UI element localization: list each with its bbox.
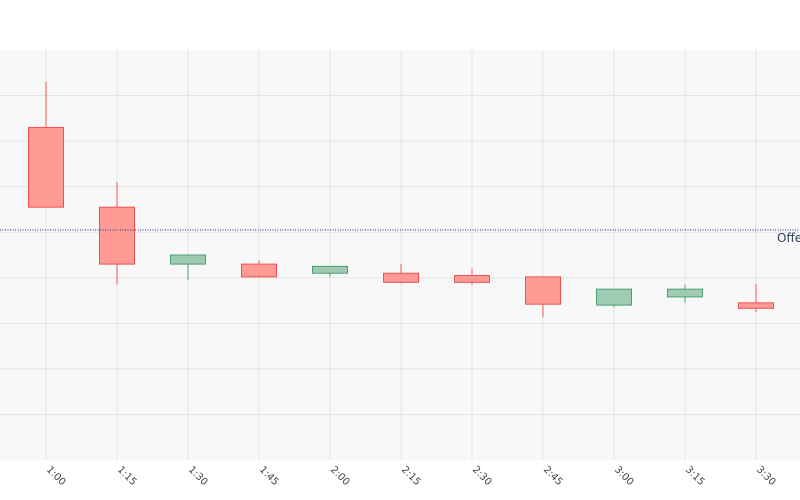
x-axis-ticks: 1:00 1:15 1:30 1:45 2:00 2:15 2:30 2:45 3:00 3:15…: [44, 464, 778, 488]
candles: [28, 81, 774, 318]
candle-2:45: [525, 276, 561, 318]
candle-1:45: [241, 260, 277, 278]
x-tick-label: 1:00: [44, 464, 68, 488]
candle-2:30: [454, 268, 490, 285]
candle-1:15: [99, 182, 135, 285]
x-tick-label: 3:00: [612, 464, 636, 488]
reference-line-label: Offe: [777, 231, 800, 245]
candle-body: [525, 276, 561, 305]
candle-1:30: [170, 254, 206, 281]
x-tick-label: 2:45: [541, 464, 565, 488]
candle-body: [28, 126, 64, 208]
candle-body: [738, 302, 774, 309]
candle-3:15: [667, 284, 703, 303]
candle-2:00: [312, 265, 348, 277]
candle-body: [170, 254, 206, 265]
x-tick-label: 3:30: [754, 464, 778, 488]
x-tick-label: 1:45: [257, 464, 281, 488]
x-tick-label: 2:15: [399, 464, 423, 488]
candle-body: [667, 288, 703, 298]
x-tick-label: 2:00: [328, 464, 352, 488]
candle-body: [312, 265, 348, 274]
x-tick-label: 2:30: [470, 464, 494, 488]
x-tick-label: 3:15: [683, 464, 707, 488]
x-tick-label: 1:15: [115, 464, 139, 488]
candle-body: [99, 206, 135, 265]
candle-1:00: [28, 81, 64, 208]
candle-body: [383, 272, 419, 283]
candle-2:15: [383, 264, 419, 284]
candle-body: [241, 263, 277, 278]
candle-3:00: [596, 288, 632, 308]
candle-3:30: [738, 283, 774, 312]
candle-body: [596, 288, 632, 306]
x-tick-label: 1:30: [186, 464, 210, 488]
candle-body: [454, 275, 490, 283]
